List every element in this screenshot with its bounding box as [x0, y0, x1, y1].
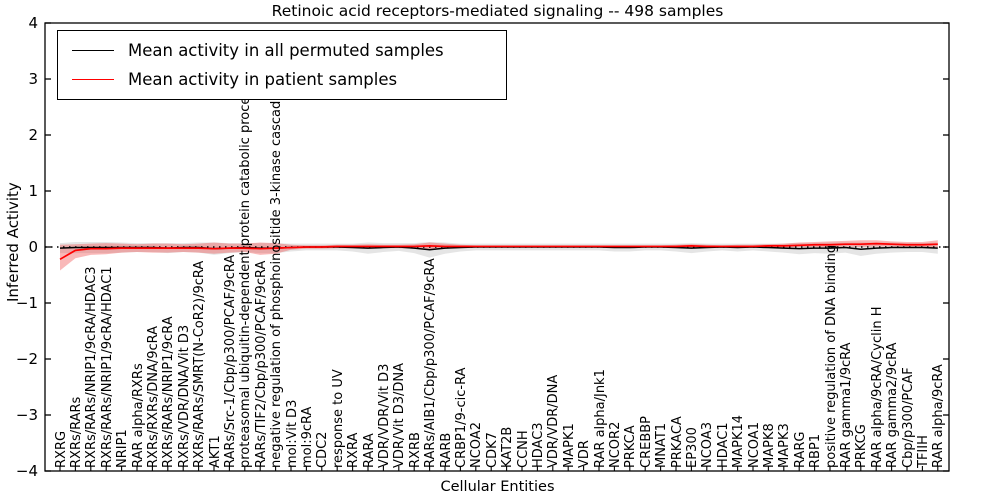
y-tick-label: 2 — [28, 126, 38, 144]
legend-label-permuted: Mean activity in all permuted samples — [128, 41, 444, 60]
y-tick-label: 4 — [28, 14, 38, 32]
x-tick-label: RARs/TIF2/Cbp/p300/PCAF/9cRA — [253, 260, 269, 468]
x-tick-label: response to UV — [330, 369, 346, 468]
legend-item-permuted: Mean activity in all permuted samples — [58, 41, 506, 60]
x-tick-label: MAPK1 — [561, 423, 577, 468]
x-tick-label: RXRs/RARs/NRIP1/9cRA/HDAC3 — [84, 266, 100, 468]
x-axis-label: Cellular Entities — [440, 479, 555, 495]
x-tick-label: HDAC1 — [715, 422, 731, 468]
y-tick-label: −2 — [15, 350, 38, 368]
y-tick-label: 0 — [28, 238, 38, 256]
x-tick-label: RAR alpha/RXRs — [130, 363, 146, 468]
x-tick-label: RAR gamma1/9cRA — [838, 342, 854, 468]
x-tick-label: RARG — [792, 431, 808, 468]
x-tick-label: MAPK8 — [761, 423, 777, 468]
x-tick-label: RXRG — [53, 430, 69, 468]
patient-mean-line — [59, 242, 938, 261]
x-tick-label: NCOR2 — [607, 421, 623, 468]
x-tick-label: RXRs/RARs/NRIP1/9cRA/HDAC1 — [99, 266, 115, 468]
x-tick-label: RARA — [361, 433, 377, 468]
x-tick-label: RXRs/RARs/SMRT(N-CoR2)/9cRA — [192, 260, 208, 468]
x-tick-label: MNAT1 — [654, 422, 670, 468]
patient-line-sample-icon — [72, 79, 114, 80]
x-tick-label: RXRs/RARs — [68, 396, 84, 468]
x-tick-label: mol:9cRA — [299, 406, 315, 468]
x-tick-label: VDR/Vit D3/DNA — [392, 362, 408, 468]
x-tick-label: RXRs/VDR/DNA/Vit D3 — [176, 324, 192, 468]
x-tick-label: RBP1 — [808, 433, 824, 468]
x-tick-label: negative regulation of phosphoinositide … — [269, 92, 285, 468]
x-tick-label: EP300 — [684, 427, 700, 468]
x-tick-label: RXRA — [346, 432, 362, 468]
x-tick-label: VDR/VDR/Vit D3 — [376, 363, 392, 468]
x-tick-label: RARs/AIB1/Cbp/p300/PCAF/9cRA — [423, 258, 439, 468]
x-tick-label: PRKCG — [854, 424, 870, 468]
x-tick-label: CRBP1/9-cic-RA — [453, 367, 469, 468]
x-tick-label: MAPK3 — [777, 423, 793, 468]
x-tick-label: MAPK14 — [731, 414, 747, 468]
permuted-line-sample-icon — [72, 50, 114, 51]
x-tick-label: RAR alpha/9cRA/Cyclin H — [869, 306, 885, 468]
y-tick-label: −4 — [15, 462, 38, 480]
x-tick-label: VDR — [577, 440, 593, 468]
x-tick-label: RAR gamma2/9cRA — [885, 342, 901, 468]
y-tick-label: −3 — [15, 406, 38, 424]
x-tick-label: NRIP1 — [115, 429, 131, 468]
x-tick-label: PRKACA — [669, 416, 685, 468]
legend: Mean activity in all permuted samples Me… — [57, 30, 507, 100]
y-tick-label: −1 — [15, 294, 38, 312]
legend-label-patient: Mean activity in patient samples — [128, 70, 398, 89]
x-tick-label: RAR alpha/Jnk1 — [592, 369, 608, 468]
x-tick-label: CDC2 — [315, 431, 331, 468]
x-tick-label: TFIIH — [915, 435, 931, 468]
x-tick-label: VDR/VDR/DNA — [546, 374, 562, 468]
x-tick-label: RXRB — [407, 432, 423, 468]
x-tick-label: RARs/Src-1/Cbp/p300/PCAF/9cRA — [222, 254, 238, 468]
x-tick-label: AKT1 — [207, 435, 223, 468]
y-tick-label: 3 — [28, 70, 38, 88]
x-tick-label: CREBBP — [638, 416, 654, 468]
x-tick-label: PRKCA — [623, 425, 639, 468]
x-tick-label: mol:Vit D3 — [284, 399, 300, 468]
x-tick-label: RAR alpha/9cRA — [931, 364, 947, 468]
x-tick-label: Cbp/p300/PCAF — [900, 367, 916, 468]
x-tick-label: proteasomal ubiquitin-dependent protein … — [238, 83, 254, 468]
y-tick-label: 1 — [28, 182, 38, 200]
x-tick-label: CCNH — [515, 430, 531, 468]
x-tick-label: KAT2B — [500, 426, 516, 468]
x-tick-label: RARB — [438, 432, 454, 468]
x-tick-label: CDK7 — [484, 432, 500, 468]
legend-item-patient: Mean activity in patient samples — [58, 70, 506, 89]
x-tick-label: RXRs/RXRs/DNA/9cRA — [145, 325, 161, 468]
chart-title: Retinoic acid receptors-mediated signali… — [271, 2, 724, 20]
x-tick-label: NCOA2 — [469, 422, 485, 468]
x-tick-label: RXRs/RARs/NRIP1/9cRA — [161, 316, 177, 468]
x-tick-label: NCOA1 — [746, 422, 762, 468]
x-tick-label: HDAC3 — [530, 422, 546, 468]
x-tick-label: positive regulation of DNA binding — [823, 244, 839, 468]
x-tick-label: NCOA3 — [700, 422, 716, 468]
